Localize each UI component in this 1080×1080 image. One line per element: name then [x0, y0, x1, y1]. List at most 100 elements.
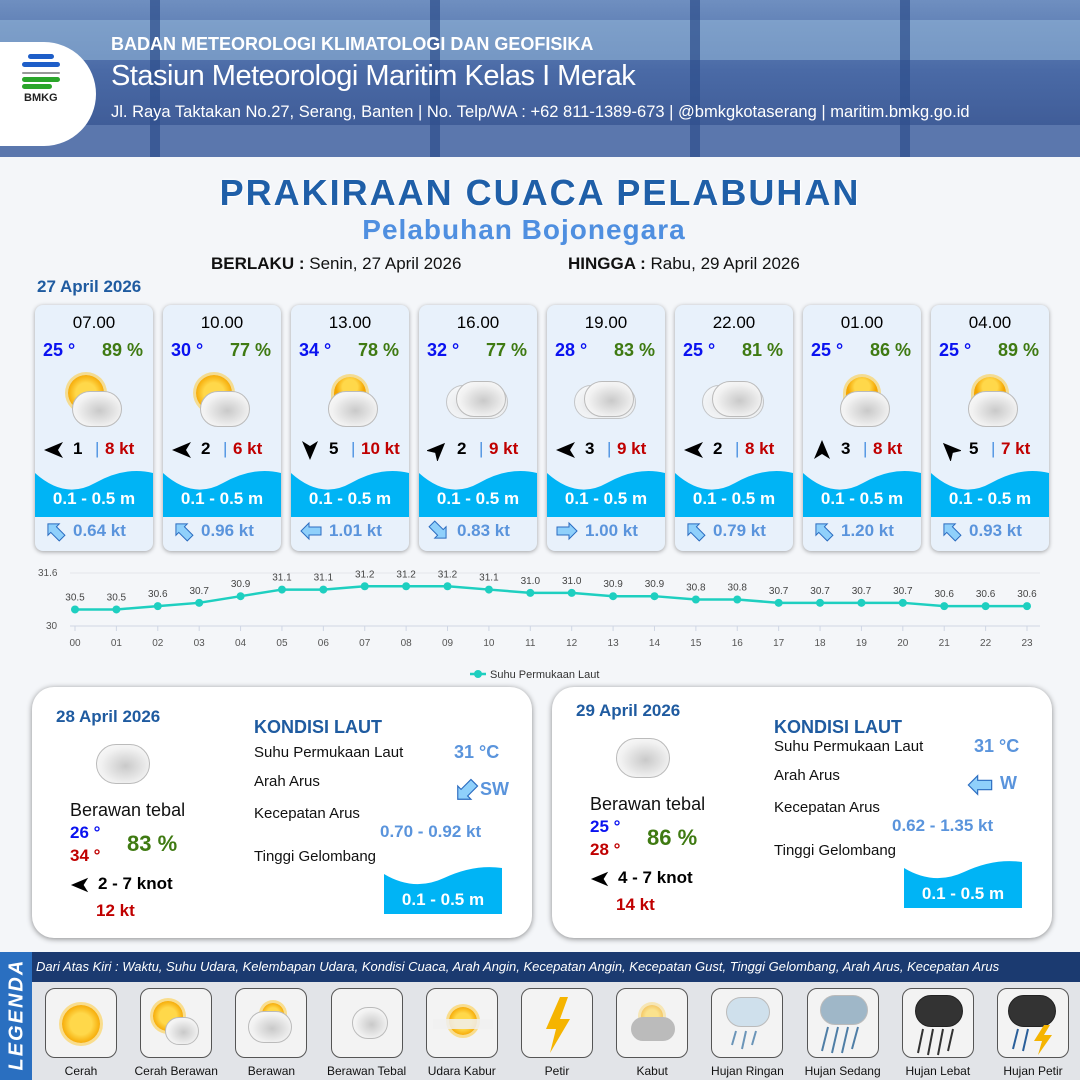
x-tick-label: 05 — [276, 638, 288, 649]
legend-item-label: Petir — [544, 1064, 570, 1078]
cloud-icon — [328, 391, 378, 427]
sea-condition-title: KONDISI LAUT — [774, 717, 902, 737]
legend: LEGENDA Dari Atas Kiri : Waktu, Suhu Uda… — [0, 952, 1080, 1080]
legend-item-label: Berawan Tebal — [327, 1064, 407, 1078]
wave-label: Tinggi Gelombang — [774, 842, 897, 859]
legend-icon-berawan — [235, 988, 308, 1058]
data-label: 30.8 — [728, 583, 748, 594]
data-point — [816, 598, 825, 607]
legend-item-label: Cerah Berawan — [134, 1064, 218, 1078]
gust-speed: 14 kt — [616, 895, 655, 914]
data-point — [71, 605, 79, 614]
data-label: 30.6 — [1017, 589, 1037, 600]
weather-icon — [188, 371, 258, 431]
current-dir-label: Arah Arus — [254, 773, 320, 790]
humidity: 83 % — [613, 340, 655, 360]
forecast-time: 04.00 — [968, 313, 1012, 332]
daily-panel: 28 April 2026 Berawan tebal 26 ° 34 ° 83… — [32, 687, 532, 938]
legend-item-label: Udara Kabur — [427, 1064, 496, 1078]
weather-icon — [444, 371, 514, 431]
cloud-icon — [712, 381, 762, 417]
port-name: Pelabuhan Bojonegara — [362, 214, 686, 245]
x-tick-label: 07 — [359, 638, 371, 649]
current-dir-label: Arah Arus — [774, 767, 840, 784]
humidity: 83 % — [127, 831, 178, 856]
forecast-time: 16.00 — [456, 313, 500, 332]
data-label: 30.7 — [769, 586, 789, 597]
legend-title: LEGENDA — [5, 958, 28, 1071]
x-tick-label: 15 — [690, 638, 702, 649]
wind-arrow-icon — [590, 871, 609, 887]
x-tick-label: 23 — [1021, 638, 1033, 649]
forecast-card: 07.00 25 ° 89 % 1 | 8 kt 0.1 - 0.5 m 0.6… — [35, 305, 153, 551]
forecast-card: 10.00 30 ° 77 % 2 | 6 kt 0.1 - 0.5 m 0.9… — [163, 305, 281, 551]
wave-height: 0.1 - 0.5 m — [436, 489, 520, 508]
x-tick-label: 18 — [814, 638, 826, 649]
air-temp: 25 ° — [683, 340, 716, 360]
air-temp: 25 ° — [43, 340, 76, 360]
humidity: 86 % — [869, 340, 911, 360]
humidity: 77 % — [229, 340, 271, 360]
data-point — [1023, 602, 1031, 611]
legend-icon-hujan-ringan — [711, 988, 784, 1058]
wind-speed: 3 — [585, 439, 595, 458]
data-point — [857, 598, 866, 607]
current-arrow-icon — [967, 774, 993, 796]
x-tick-label: 21 — [939, 638, 951, 649]
sst-label: Suhu Permukaan Laut — [774, 738, 924, 755]
valid-to-date: Rabu, 29 April 2026 — [650, 254, 800, 273]
x-tick-label: 09 — [442, 638, 454, 649]
wind-arrow-icon — [814, 440, 830, 459]
data-point — [112, 605, 121, 614]
logo-text: BMKG — [24, 92, 58, 104]
legend-item-label: Kabut — [636, 1064, 668, 1078]
humidity: 81 % — [741, 340, 783, 360]
legend-side: LEGENDA — [0, 952, 32, 1080]
current-arrow-icon — [428, 520, 447, 539]
data-label: 31.2 — [438, 569, 458, 580]
current-arrow-icon — [815, 523, 834, 542]
wave-icon — [35, 470, 153, 517]
data-point — [402, 582, 411, 591]
data-label: 30.7 — [189, 586, 209, 597]
current-dir-value: SW — [480, 779, 509, 799]
data-point — [319, 585, 328, 594]
current-speed: 0.79 kt — [713, 521, 766, 540]
data-point — [609, 592, 618, 601]
humidity: 78 % — [357, 340, 399, 360]
wave-height: 0.1 - 0.5 m — [308, 489, 392, 508]
data-point — [691, 595, 700, 604]
legend-item-label: Hujan Ringan — [711, 1064, 784, 1078]
current-arrow-icon — [300, 521, 322, 541]
wind-arrow-icon — [172, 442, 191, 458]
header-banner: BMKG BADAN METEOROLOGI KLIMATOLOGI DAN G… — [0, 0, 1080, 157]
cloud-icon — [584, 381, 634, 417]
data-point — [774, 598, 783, 607]
air-temp: 25 ° — [811, 340, 844, 360]
wind-arrow-icon — [425, 442, 446, 463]
x-tick-label: 11 — [525, 638, 536, 649]
wave-icon — [163, 470, 281, 517]
data-label: 31.1 — [479, 573, 499, 584]
x-tick-label: 03 — [194, 638, 206, 649]
air-temp: 28 ° — [555, 340, 588, 360]
forecast-card: 16.00 32 ° 77 % 2 | 9 kt 0.1 - 0.5 m 0.8… — [419, 305, 537, 551]
current-arrow-icon — [556, 521, 578, 541]
separator: | — [607, 439, 612, 458]
gust-speed: 7 kt — [1001, 439, 1031, 458]
data-label: 30.8 — [686, 583, 706, 594]
wave-value: 0.1 - 0.5 m — [401, 890, 485, 909]
data-label: 30.6 — [976, 589, 996, 600]
forecast-card: 22.00 25 ° 81 % 2 | 8 kt 0.1 - 0.5 m 0.7… — [675, 305, 793, 551]
page-title: PRAKIRAAN CUACA PELABUHAN — [219, 172, 861, 213]
weather-icon — [60, 371, 130, 431]
wind-speed: 1 — [73, 439, 83, 458]
weather-icon — [316, 371, 386, 431]
current-dir-value: W — [1000, 773, 1017, 793]
y-tick-label: 30 — [46, 621, 58, 632]
current-speed: 0.83 kt — [457, 521, 510, 540]
wind-arrow-icon — [942, 442, 963, 463]
forecast-time: 01.00 — [840, 313, 884, 332]
legend-item-label: Berawan — [247, 1064, 296, 1078]
wave-icon — [931, 470, 1049, 517]
